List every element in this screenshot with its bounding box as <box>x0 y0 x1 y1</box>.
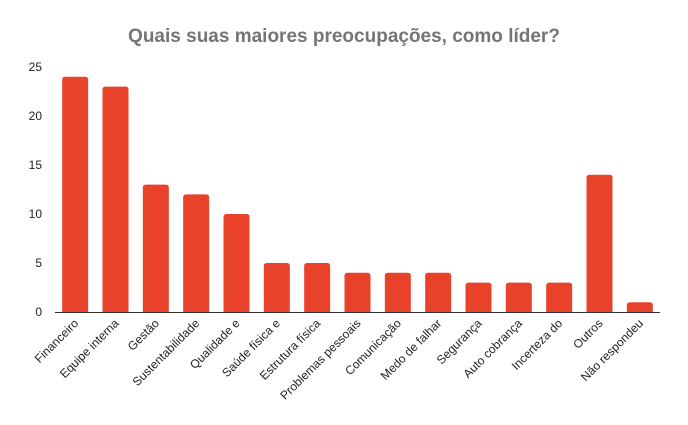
bar <box>505 282 532 312</box>
y-tick-label: 20 <box>29 109 43 123</box>
y-tick-label: 5 <box>35 256 42 270</box>
x-tick-label: Gestão <box>125 316 162 353</box>
bar <box>263 263 290 312</box>
bars <box>62 76 653 312</box>
bar <box>384 272 411 312</box>
y-tick-label: 25 <box>29 60 43 74</box>
bar <box>304 263 331 312</box>
y-tick-label: 10 <box>29 207 43 221</box>
bar <box>546 282 573 312</box>
chart-title: Quais suas maiores preocupações, como lí… <box>128 26 560 47</box>
bar <box>626 302 653 312</box>
bar <box>425 272 452 312</box>
bar <box>465 282 492 312</box>
bar <box>586 174 613 312</box>
x-tick-label: Outros <box>570 316 605 351</box>
y-tick-label: 15 <box>29 158 43 172</box>
y-axis: 0 5 10 15 20 25 <box>29 60 43 319</box>
bar <box>62 76 89 312</box>
bar <box>142 184 169 312</box>
bar <box>344 272 371 312</box>
bar <box>223 214 250 312</box>
bar <box>102 86 129 312</box>
y-tick-label: 0 <box>35 305 42 319</box>
bar <box>183 194 210 312</box>
